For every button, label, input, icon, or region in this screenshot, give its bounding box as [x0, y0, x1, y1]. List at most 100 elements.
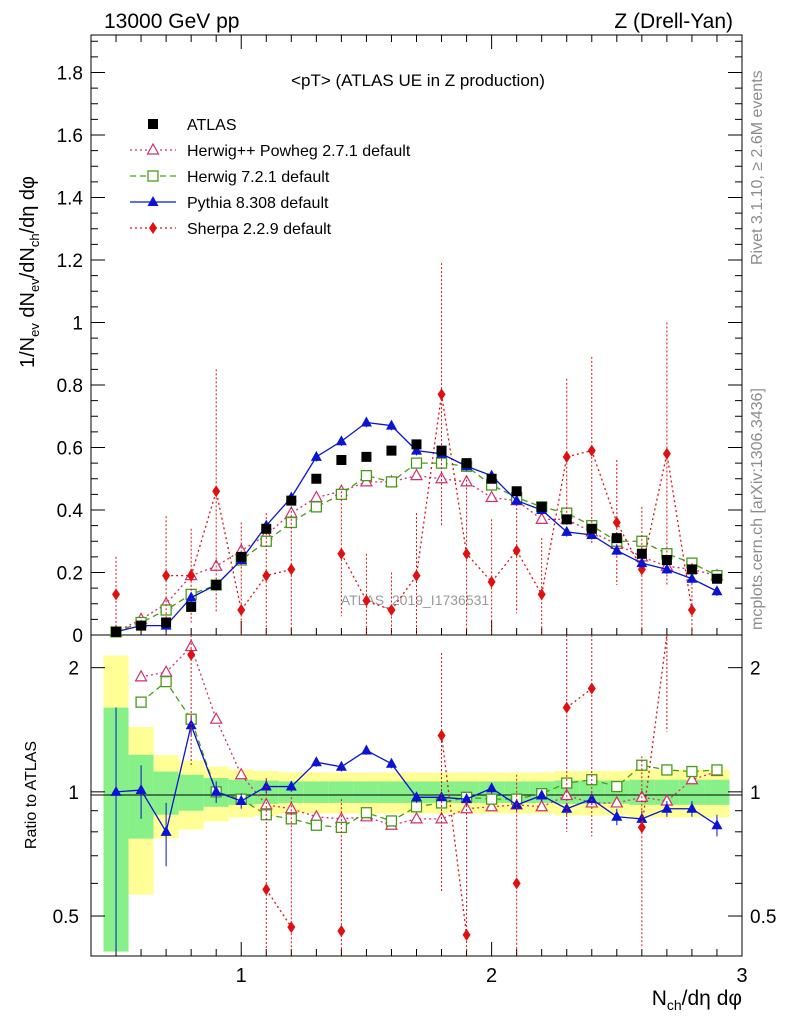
- analysis-watermark: ATLAS_2019_I1736531: [341, 592, 490, 608]
- data-point: [411, 439, 422, 450]
- chart-title: <pT> (ATLAS UE in Z production): [291, 71, 545, 90]
- ratio-y-tick-label: 1: [68, 783, 79, 804]
- data-point: [636, 548, 647, 559]
- data-point: [362, 594, 371, 607]
- legend-label: Herwig 7.2.1 default: [187, 169, 330, 186]
- data-point: [636, 557, 648, 568]
- data-point: [385, 419, 397, 430]
- ratio-data-point: [711, 764, 723, 776]
- ratio-data-point: [385, 757, 397, 768]
- data-point: [161, 617, 172, 628]
- y-tick-label: 1.8: [57, 64, 83, 85]
- data-point: [662, 447, 671, 460]
- ratio-data-point: [485, 799, 499, 812]
- header-left: 13000 GeV pp: [104, 10, 239, 33]
- ratio-data-point: [462, 928, 471, 941]
- ratio-data-point: [686, 765, 698, 778]
- ratio-data-point: [611, 810, 623, 821]
- legend-item-herwig-7-2-1-default: Herwig 7.2.1 default: [130, 169, 330, 186]
- legend: ATLAS Herwig++ Powheg 2.7.1 default Herwig…: [130, 117, 411, 238]
- ratio-data-point: [160, 675, 172, 688]
- data-point: [262, 569, 271, 582]
- ratio-data-point: [337, 924, 346, 937]
- main-y-axis-label: 1/Nev dNev/dNch/dη dφ: [17, 176, 42, 368]
- legend-label: Pythia 8.308 default: [187, 195, 329, 212]
- side-label-mcplots: mcplots.cern.ch [arXiv:1306.3436]: [749, 388, 766, 630]
- data-point: [687, 604, 696, 616]
- ratio-band-inner: [328, 781, 354, 803]
- data-point: [361, 451, 372, 462]
- y-tick-label: 1: [72, 314, 83, 335]
- data-point: [387, 604, 396, 616]
- ratio-y-tick-label-right: 0.5: [750, 907, 776, 928]
- ratio-data-point: [135, 696, 147, 708]
- series-atlas: [111, 439, 722, 637]
- legend-label: ATLAS: [187, 117, 237, 134]
- data-point: [437, 388, 446, 401]
- ratio-data-point: [461, 793, 473, 804]
- legend-label: Sherpa 2.2.9 default: [187, 221, 332, 238]
- ratio-data-point: [210, 785, 222, 796]
- data-point: [436, 445, 447, 456]
- data-point: [287, 563, 296, 576]
- ratio-data-point: [586, 793, 598, 804]
- ratio-y-tick-label: 2: [68, 659, 79, 680]
- data-point: [586, 523, 597, 534]
- data-point: [186, 601, 197, 612]
- ratio-y-tick-label-right: 2: [750, 659, 761, 680]
- data-point: [535, 512, 549, 524]
- ratio-data-point: [436, 791, 448, 802]
- data-point: [360, 416, 372, 427]
- data-point: [112, 588, 121, 601]
- data-point: [261, 523, 272, 534]
- legend-label: Herwig++ Powheg 2.7.1 default: [187, 143, 411, 160]
- data-point: [485, 490, 499, 503]
- data-point: [487, 575, 496, 588]
- ratio-data-point: [385, 815, 398, 827]
- ratio-band-inner: [353, 781, 379, 803]
- ratio-band-inner: [303, 781, 329, 803]
- y-tick-label: 0.4: [57, 501, 84, 522]
- data-point: [461, 458, 472, 469]
- data-point: [412, 569, 421, 582]
- data-point: [711, 573, 722, 584]
- series-sherpa-2-2-9-default: [112, 263, 696, 635]
- ratio-data-point: [411, 791, 422, 802]
- ratio-data-point: [285, 780, 297, 791]
- ratio-data-point: [260, 780, 272, 791]
- ratio-data-point: [134, 669, 148, 682]
- data-point: [537, 588, 546, 601]
- ratio-data-point: [135, 784, 147, 795]
- data-point: [111, 626, 122, 637]
- ratio-data-point: [335, 760, 347, 771]
- x-tick-label: 1: [236, 965, 247, 987]
- ratio-data-point: [686, 802, 698, 813]
- ratio-data-point: [110, 785, 122, 796]
- y-tick-label: 0: [72, 626, 83, 647]
- ratio-data-point: [409, 811, 424, 824]
- ratio-data-point: [310, 756, 322, 767]
- data-point: [286, 495, 297, 506]
- ratio-band-inner: [378, 781, 404, 803]
- ratio-data-point: [685, 772, 699, 785]
- legend-marker: [149, 222, 157, 234]
- ratio-data-point: [486, 782, 498, 793]
- ratio-series-pythia-8-308-default: [110, 707, 723, 952]
- y-tick-label: 1.6: [57, 126, 83, 147]
- ratio-band-inner: [704, 779, 730, 805]
- data-point: [612, 516, 621, 529]
- ratio-data-point: [610, 795, 624, 808]
- x-tick-label: 2: [486, 965, 497, 987]
- data-point: [185, 591, 197, 602]
- data-point: [386, 445, 397, 456]
- ratio-data-point: [310, 819, 322, 831]
- data-point: [310, 450, 322, 461]
- data-point: [136, 620, 147, 631]
- ratio-data-point: [535, 799, 549, 812]
- y-tick-label: 1.2: [57, 251, 83, 272]
- ratio-data-point: [235, 795, 247, 806]
- legend-item-sherpa-2-2-9-default: Sherpa 2.2.9 default: [130, 221, 332, 238]
- data-point: [337, 547, 346, 560]
- data-point: [411, 444, 422, 455]
